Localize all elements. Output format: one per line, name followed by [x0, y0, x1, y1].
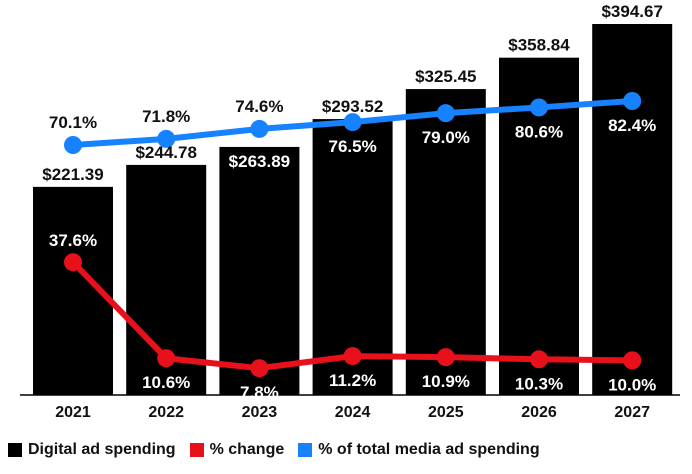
- percent-total-label: 71.8%: [142, 107, 190, 126]
- percent-total-point: [157, 129, 176, 148]
- percent-total-point: [250, 119, 269, 138]
- percent-change-label: 10.9%: [422, 372, 470, 391]
- x-tick-label: 2025: [428, 404, 464, 421]
- percent-change-label: 10.6%: [142, 373, 190, 392]
- percent-change-label: 37.6%: [49, 231, 97, 250]
- bar-value-label: $221.39: [42, 165, 103, 184]
- x-tick-label: 2023: [242, 404, 278, 421]
- percent-total-label: 70.1%: [49, 113, 97, 132]
- x-tick-labels: 2021 2022 2023 2024 2025 2026 2027: [55, 404, 650, 421]
- x-tick-label: 2021: [55, 404, 91, 421]
- x-tick-label: 2024: [335, 404, 371, 421]
- percent-change-point: [436, 348, 455, 367]
- x-tick-label: 2026: [521, 404, 557, 421]
- percent-total-label: 80.6%: [515, 122, 563, 141]
- bars-group: [33, 24, 673, 396]
- bar: [405, 89, 486, 395]
- bar-value-labels: $221.39 $244.78 $263.89 $293.52 $325.45 $358.…: [42, 2, 663, 402]
- percent-total-label: 82.4%: [608, 116, 656, 135]
- bar: [592, 24, 673, 395]
- legend-label: Digital ad spending: [28, 441, 176, 458]
- percent-change-point: [530, 350, 548, 369]
- x-tick-label: 2022: [148, 404, 184, 421]
- percent-change-point: [623, 351, 642, 370]
- percent-change-point: [343, 347, 362, 366]
- percent-total-point: [623, 92, 642, 110]
- percent-change-label: 10.3%: [515, 374, 563, 393]
- bar-value-label: $394.67: [601, 2, 662, 21]
- percent-change-point: [250, 359, 269, 378]
- bar: [219, 146, 300, 395]
- legend-item-percent-total-media: % of total media ad spending: [298, 441, 540, 459]
- percent-total-point: [436, 104, 455, 123]
- legend-swatch-blue: [298, 443, 313, 457]
- percent-change-label: 7.8%: [240, 383, 279, 402]
- percent-total-label: 74.6%: [235, 97, 283, 116]
- legend: Digital ad spending % change % of total …: [8, 437, 554, 463]
- percent-change-line-group: [64, 253, 642, 378]
- legend-swatch-black: [8, 443, 22, 457]
- legend-item-percent-change: % change: [189, 441, 285, 459]
- bar-value-label: $244.78: [135, 143, 196, 162]
- legend-item-digital-ad-spending: Digital ad spending: [8, 441, 176, 459]
- percent-total-point: [530, 98, 548, 117]
- percent-change-label: 11.2%: [329, 371, 376, 390]
- bar-value-label: $358.84: [508, 36, 570, 55]
- bar-value-label: $325.45: [415, 67, 476, 86]
- percent-change-point: [157, 349, 176, 368]
- percent-change-point: [64, 253, 82, 272]
- legend-label: % change: [209, 441, 285, 458]
- percent-total-line-group: [64, 92, 642, 154]
- percent-total-point: [343, 113, 362, 132]
- percent-change-label: 10.0%: [608, 375, 656, 394]
- percent-total-point: [64, 136, 82, 154]
- bar-value-label: $263.89: [229, 152, 290, 171]
- bar-value-label: $293.52: [322, 97, 383, 116]
- percent-total-label: 79.0%: [422, 128, 470, 147]
- percent-total-label: 76.5%: [328, 137, 376, 156]
- legend-label: % of total media ad spending: [318, 441, 540, 458]
- legend-swatch-red: [189, 443, 204, 457]
- x-tick-label: 2027: [614, 404, 650, 421]
